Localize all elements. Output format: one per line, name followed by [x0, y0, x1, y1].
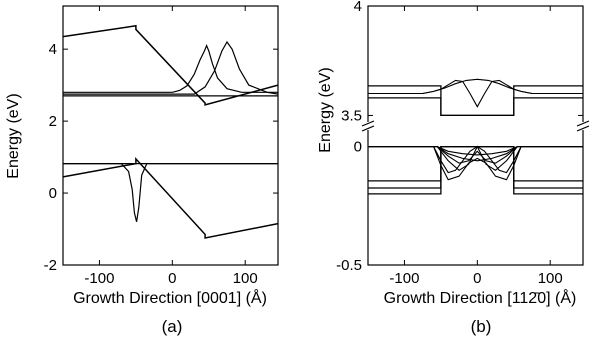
x-axis-label-a: Growth Direction [0001] (Å) — [73, 288, 267, 307]
y-tick-label-a: 0 — [49, 185, 57, 202]
x-tick-label-b: -100 — [389, 270, 419, 287]
axis-break-left — [361, 120, 375, 132]
y-tick-label-a: 4 — [49, 41, 57, 58]
series-b-hole-wavefunction-2 — [368, 146, 583, 162]
x-tick-label-a: 0 — [168, 270, 176, 287]
series-b-hole-wavefunction-3 — [368, 146, 583, 164]
series-b-conduction-band-edge-2 — [368, 97, 583, 117]
curves-b — [368, 78, 583, 195]
series-a-electron-wavefunction-2 — [63, 40, 279, 95]
y-tick-label-b: 3.5 — [341, 107, 362, 124]
curves-a — [62, 24, 279, 239]
series-b-hole-wavefunction-6 — [368, 146, 583, 181]
ticks-a: -100 0 100 -2 0 2 4 — [44, 6, 278, 287]
x-tick-label-b: 100 — [538, 270, 563, 287]
series-b-conduction-band-edge-1 — [368, 85, 583, 117]
series-b-hole-wavefunction-1 — [368, 146, 583, 156]
plot-frame-b — [367, 5, 584, 266]
series-a-electron-wavefunction-1 — [63, 44, 278, 93]
panel-caption-a: (a) — [162, 317, 183, 336]
y-tick-label-a: -2 — [44, 257, 57, 274]
y-tick-label-a: 2 — [49, 113, 57, 130]
ticks-b: -100 0 100 -0.5 0 3.5 4 — [336, 0, 583, 287]
y-axis-label-b: Energy (eV) — [317, 67, 334, 152]
x-axis-label-b: Growth Direction [112̄0] (Å) — [384, 288, 577, 307]
x-tick-label-b: 0 — [473, 270, 481, 287]
panel-caption-b: (b) — [471, 317, 492, 336]
series-b-hole-wavefunction-5 — [368, 145, 583, 174]
plot-frame-a — [62, 5, 279, 266]
y-tick-label-b: 4 — [354, 0, 362, 15]
series-b-valence-band-edge-1 — [368, 145, 583, 182]
series-b-electron-wavefunction-2 — [368, 78, 583, 95]
y-tick-label-b: 0 — [354, 139, 362, 156]
x-tick-label-a: -100 — [84, 270, 114, 287]
y-axis-label-a: Energy (eV) — [5, 93, 22, 178]
panel-a: -100 0 100 -2 0 2 4 Energy (eV) Growth Directi… — [5, 5, 279, 336]
series-a-valence-band-edge — [62, 156, 279, 239]
panel-b: -100 0 100 -0.5 0 3.5 4 Energy (eV) Growth Dir… — [317, 0, 590, 336]
series-b-hole-wavefunction-4 — [368, 145, 583, 171]
series-a-conduction-band-edge — [62, 24, 279, 106]
y-tick-label-b: -0.5 — [336, 257, 362, 274]
axis-break-right — [576, 120, 590, 132]
x-tick-label-a: 100 — [233, 270, 258, 287]
series-a-hole-wavefunction — [63, 163, 278, 222]
